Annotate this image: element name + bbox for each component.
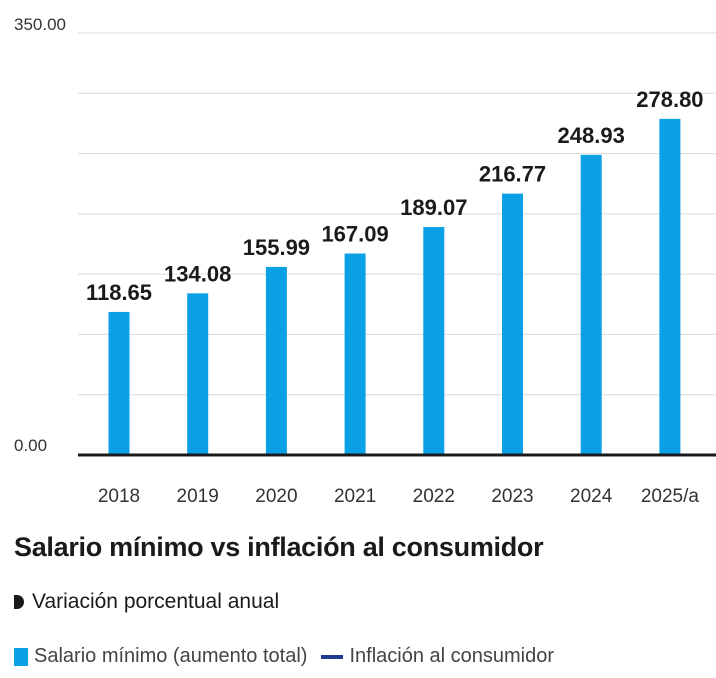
bar-2020 <box>265 266 287 455</box>
bar-2022 <box>423 227 445 455</box>
x-tick-2023: 2023 <box>491 486 533 507</box>
x-tick-2021: 2021 <box>334 486 376 507</box>
bar-2024 <box>580 154 602 455</box>
legend-label-salario: Salario mínimo (aumento total) <box>34 645 308 667</box>
data-label-2025-a: 278.80 <box>636 87 703 112</box>
data-label-2020: 155.99 <box>243 235 310 260</box>
subtitle-text: Variación porcentual anual <box>32 590 280 613</box>
bars <box>108 118 681 455</box>
bar-chart: 118.65 134.08 155.99 167.09 189.07 216.77 248.… <box>14 15 716 507</box>
data-label-2021: 167.09 <box>321 222 388 247</box>
x-tick-2018: 2018 <box>98 486 140 507</box>
x-tick-2019: 2019 <box>177 486 219 507</box>
x-tick-2020: 2020 <box>255 486 297 507</box>
legend-item-salario: Salario mínimo (aumento total) <box>14 645 307 668</box>
data-label-2018: 118.65 <box>86 280 152 305</box>
data-label-2019: 134.08 <box>164 261 231 286</box>
section-title: Salario mínimo vs inflación al consumido… <box>14 532 544 562</box>
x-tick-2022: 2022 <box>413 486 455 507</box>
x-tick-2025-a: 2025/a <box>641 486 700 507</box>
y-tick-max: 350.00 <box>14 15 66 34</box>
subtitle-marker <box>14 595 24 609</box>
legend-swatch-inflacion <box>321 654 344 659</box>
data-label-2023: 216.77 <box>479 162 546 187</box>
legend-label-inflacion: Inflación al consumidor <box>349 645 555 667</box>
bar-2019 <box>187 293 209 455</box>
legend: Salario mínimo (aumento total) Inflación… <box>14 645 568 668</box>
data-labels: 118.65 134.08 155.99 167.09 189.07 216.77 248.… <box>86 87 704 305</box>
subtitle-row: Variación porcentual anual <box>14 590 279 614</box>
bar-2021 <box>344 253 366 455</box>
data-label-2024: 248.93 <box>558 123 625 148</box>
bar-2023 <box>502 193 523 455</box>
bar-2018 <box>108 311 130 455</box>
bar-2025-a <box>659 118 681 455</box>
x-axis-ticks: 2018 2019 2020 2021 2022 2023 2024 2025/a <box>98 486 700 507</box>
y-tick-min: 0.00 <box>14 436 47 455</box>
gridlines <box>78 32 716 396</box>
data-label-2022: 189.07 <box>400 195 467 220</box>
x-tick-2024: 2024 <box>570 486 613 507</box>
legend-item-inflacion: Inflación al consumidor <box>321 645 554 668</box>
legend-swatch-salario <box>14 647 28 666</box>
